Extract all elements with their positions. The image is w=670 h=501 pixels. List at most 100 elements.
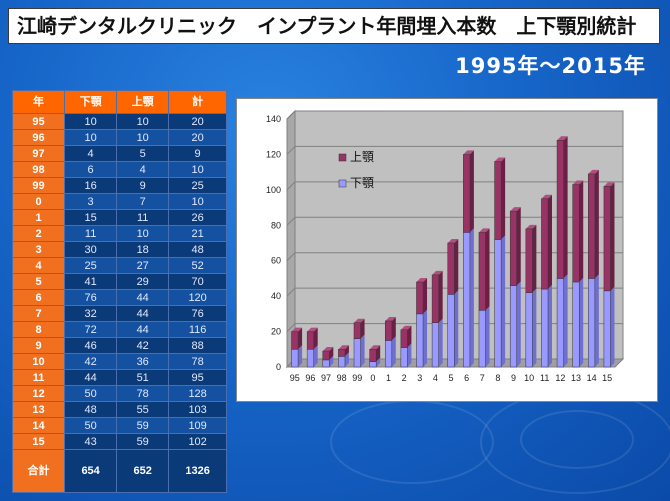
- x-tick-label: 7: [480, 373, 485, 383]
- bar-segment: [603, 186, 611, 292]
- x-tick-label: 5: [448, 373, 453, 383]
- bar-segment: [541, 288, 549, 368]
- bar-side: [454, 239, 459, 295]
- x-tick-label: 8: [495, 373, 500, 383]
- cell-total: 103: [168, 401, 227, 418]
- bar-segment: [603, 290, 611, 368]
- cell-year: 10: [11, 353, 66, 370]
- table-row: 10 42 36 78: [11, 353, 227, 370]
- cell-total: 128: [168, 385, 227, 402]
- cell-year: 1: [11, 209, 66, 226]
- table-row: 7 32 44 76: [11, 305, 227, 322]
- cell-upper: 55: [116, 401, 170, 418]
- cell-upper: 18: [116, 241, 170, 258]
- bar-segment: [447, 294, 455, 368]
- header-year: 年: [11, 90, 66, 114]
- y-tick-label: 140: [266, 114, 281, 124]
- table-row: 11 44 51 95: [11, 369, 227, 386]
- cell-lower: 4: [64, 145, 118, 162]
- cell-total: 52: [168, 257, 227, 274]
- cell-upper: 44: [116, 289, 170, 306]
- bar-side: [423, 277, 428, 314]
- x-tick-label: 99: [352, 373, 362, 383]
- header-lower: 下顎: [64, 90, 118, 114]
- cell-year: 7: [11, 305, 66, 322]
- bar-side: [610, 182, 615, 291]
- cell-total: 25: [168, 177, 227, 194]
- bar-side: [438, 318, 443, 367]
- bar-segment: [353, 338, 361, 368]
- cell-year: 5: [11, 273, 66, 290]
- cell-lower: 16: [64, 177, 118, 194]
- header-upper: 上顎: [116, 90, 170, 114]
- bar-top: [478, 228, 490, 233]
- bar-side: [376, 345, 381, 362]
- bar-side: [610, 286, 615, 367]
- y-tick-label: 0: [276, 362, 281, 372]
- y-tick-label: 100: [266, 185, 281, 195]
- bar-segment: [588, 278, 596, 368]
- bar-top: [369, 345, 381, 350]
- cell-year: 13: [11, 401, 66, 418]
- bar-segment: [572, 184, 580, 283]
- bar-segment: [494, 239, 502, 368]
- total-sum: 1326: [168, 449, 227, 493]
- cell-lower: 43: [64, 433, 118, 450]
- bar-side: [329, 347, 334, 360]
- bar-side: [360, 334, 365, 367]
- x-tick-label: 11: [540, 373, 549, 383]
- bar-segment: [463, 154, 471, 233]
- bar-side: [594, 274, 599, 367]
- cell-total: 78: [168, 353, 227, 370]
- bar-top: [354, 318, 365, 323]
- bar-segment: [306, 331, 314, 350]
- x-tick-label: 15: [602, 373, 612, 383]
- cell-year: 97: [11, 145, 66, 162]
- table-row: 9 46 42 88: [11, 337, 227, 354]
- cell-upper: 44: [116, 305, 170, 322]
- bar-segment: [400, 329, 408, 348]
- bar-segment: [509, 285, 518, 368]
- bar-top: [463, 150, 474, 155]
- bar-top: [338, 345, 349, 350]
- cell-total: 20: [168, 113, 227, 130]
- bar-segment: [494, 161, 502, 240]
- page-subtitle: 1995年～2015年: [455, 54, 646, 78]
- cell-upper: 51: [116, 369, 170, 386]
- bar-top: [447, 239, 459, 243]
- cell-year: 99: [11, 177, 66, 194]
- x-tick-label: 96: [305, 373, 315, 383]
- bar-side: [454, 290, 459, 367]
- bar-segment: [416, 281, 424, 315]
- cell-lower: 41: [64, 273, 118, 290]
- cell-total: 9: [168, 145, 227, 162]
- bar-side: [298, 345, 303, 367]
- x-tick-label: 13: [571, 373, 581, 383]
- cell-lower: 10: [64, 129, 118, 146]
- cell-upper: 10: [116, 129, 170, 146]
- cell-lower: 76: [64, 289, 118, 306]
- bar-segment: [431, 322, 439, 368]
- cell-upper: 78: [116, 385, 170, 402]
- legend-label: 下顎: [350, 176, 374, 190]
- cell-lower: 42: [64, 353, 118, 370]
- gridline-depth: [286, 181, 296, 191]
- gridline-depth: [286, 252, 296, 262]
- cell-year: 12: [11, 385, 66, 402]
- bar-side: [516, 207, 521, 286]
- x-tick-label: 97: [321, 373, 331, 383]
- bar-side: [594, 169, 599, 279]
- bar-side: [407, 343, 412, 367]
- bar-side: [376, 357, 381, 367]
- bar-top: [525, 224, 537, 229]
- cell-upper: 59: [116, 433, 170, 450]
- bar-top: [385, 316, 396, 321]
- table-row: 3 30 18 48: [11, 241, 227, 258]
- bar-side: [423, 309, 428, 367]
- bar-side: [313, 327, 318, 350]
- bar-side: [313, 345, 318, 367]
- bar-segment: [541, 198, 549, 290]
- cell-year: 98: [11, 161, 66, 178]
- x-tick-label: 4: [433, 373, 438, 383]
